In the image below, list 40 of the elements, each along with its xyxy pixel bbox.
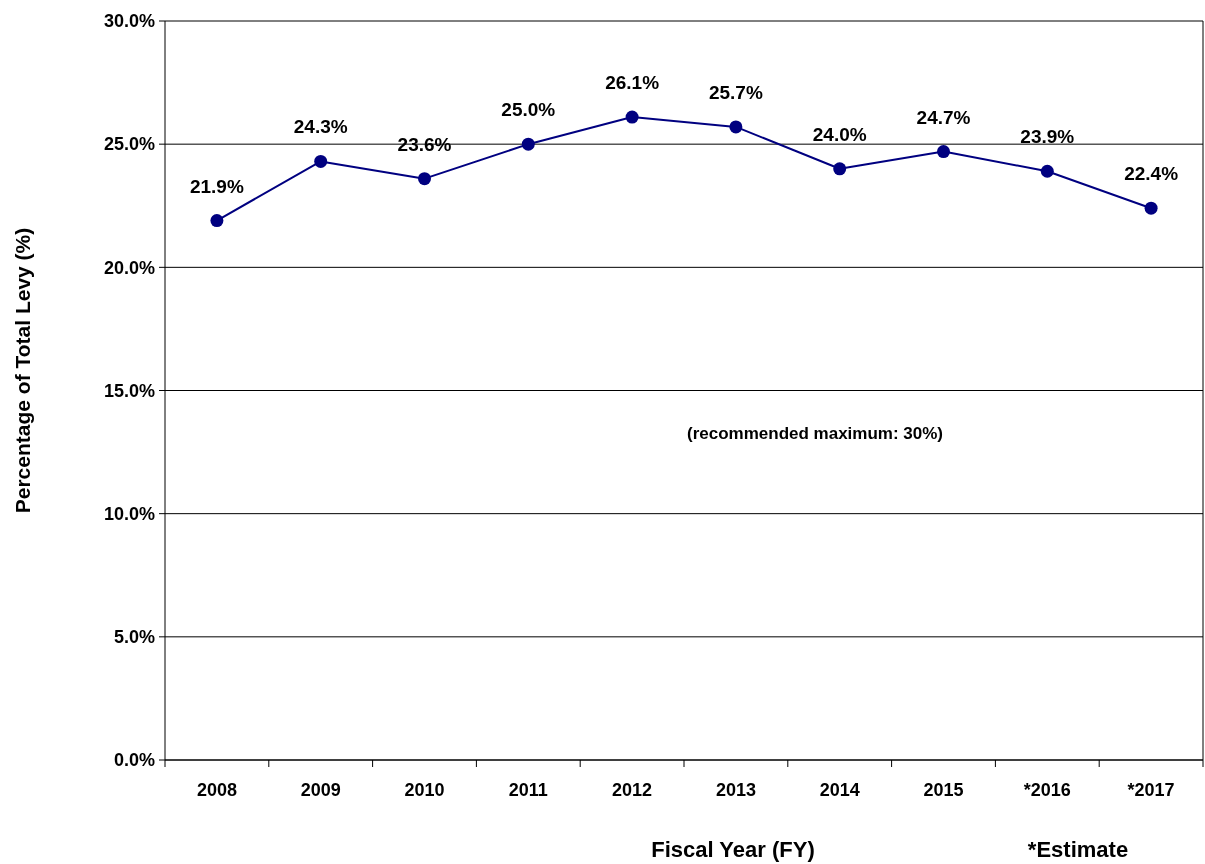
data-label: 21.9% — [189, 175, 244, 197]
text: *Estimate — [1027, 837, 1129, 862]
data-label: 24.7% — [916, 106, 971, 128]
x-tick-label: 2015 — [923, 780, 964, 800]
x-tick-label: 2010 — [404, 780, 445, 800]
y-tick-label: 25.0% — [103, 134, 155, 155]
y-tick-label: 5.0% — [113, 627, 155, 648]
data-label: 26.1% — [605, 72, 660, 94]
point — [1144, 201, 1158, 215]
point — [1040, 164, 1054, 178]
x-tick-label: *2016 — [1023, 780, 1071, 800]
x-tick-label: 2012 — [612, 780, 653, 800]
x-tick-label: 2008 — [196, 780, 237, 800]
x-tick-label: 2014 — [819, 780, 860, 800]
data-label: 24.0% — [812, 123, 867, 145]
data-label: 25.0% — [501, 99, 556, 121]
x-tick-label: 2011 — [508, 780, 548, 800]
point — [729, 120, 743, 134]
point — [521, 137, 535, 151]
point — [937, 145, 950, 159]
data-label: 25.7% — [708, 81, 763, 103]
y-tick-label: 15.0% — [103, 380, 155, 401]
y-axis-title: Percentage of Total Levy (%) — [11, 227, 34, 514]
point — [210, 214, 224, 228]
point — [625, 110, 639, 124]
annotation: (recommended maximum: 30%) — [686, 424, 944, 443]
x-tick-label: 2013 — [715, 780, 756, 800]
data-label: 23.9% — [1020, 126, 1075, 148]
point — [418, 172, 431, 186]
y-tick-label: 20.0% — [103, 257, 155, 278]
y-tick-label: 10.0% — [103, 503, 155, 524]
data-label: 22.4% — [1124, 163, 1179, 185]
y-tick-label: 30.0% — [103, 11, 155, 32]
point — [314, 154, 328, 168]
data-label: 24.3% — [293, 116, 348, 138]
point — [833, 162, 847, 176]
y-tick-label: 0.0% — [113, 750, 155, 771]
x-tick-label: *2017 — [1127, 780, 1175, 800]
x-axis-title: Fiscal Year (FY) — [651, 837, 815, 862]
x-tick-label: 2009 — [300, 780, 341, 800]
